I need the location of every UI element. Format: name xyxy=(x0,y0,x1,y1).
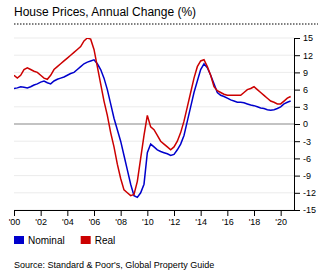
title: House Prices, Annual Change (%) xyxy=(14,5,196,19)
x-tick: '20 xyxy=(275,210,287,227)
y-tick-label: -12 xyxy=(303,188,316,198)
y-tick-mark xyxy=(294,210,300,211)
x-tick: '00 xyxy=(9,210,21,227)
y-tick-mark xyxy=(294,55,300,56)
x-tick-mark xyxy=(227,210,228,216)
y-axis: -15 -12 -9 -6 -3 0 3 6 9 12 15 xyxy=(294,33,316,215)
legend-label: Real xyxy=(95,235,116,246)
y-tick-mark xyxy=(294,107,300,108)
y-tick: -6 xyxy=(294,154,311,164)
x-tick-label: '08 xyxy=(115,217,127,227)
grid-line xyxy=(14,175,294,176)
y-tick-label: 0 xyxy=(303,119,308,129)
grid-line xyxy=(14,72,294,73)
x-axis: '00 '02 '04 '06 '08 '10 '12 '14 '16 '18 '20 xyxy=(9,210,295,227)
x-tick: '04 xyxy=(62,210,74,227)
x-tick-mark xyxy=(94,210,95,216)
x-tick: '02 xyxy=(35,210,47,227)
grid-line xyxy=(14,38,294,39)
y-tick: 15 xyxy=(294,33,313,43)
y-tick-label: 12 xyxy=(303,51,313,61)
x-tick-label: '12 xyxy=(169,217,181,227)
x-tick: '16 xyxy=(222,210,234,227)
legend-swatch xyxy=(81,236,91,244)
y-tick-mark xyxy=(294,158,300,159)
y-tick-mark xyxy=(294,72,300,73)
y-tick-label: -3 xyxy=(303,137,311,147)
grid-line xyxy=(14,141,294,142)
x-tick: '10 xyxy=(142,210,154,227)
y-tick-mark xyxy=(294,176,300,177)
legend: Nominal Real xyxy=(14,235,115,246)
grid-line xyxy=(14,158,294,159)
chart: House Prices, Annual Change (%) '00 '02 '04… xyxy=(0,0,324,274)
y-tick: 3 xyxy=(294,102,308,112)
x-tick-mark xyxy=(201,210,202,216)
y-tick: -15 xyxy=(294,205,316,215)
separator xyxy=(14,24,318,25)
y-tick: 6 xyxy=(294,85,308,95)
grid-line xyxy=(14,106,294,107)
x-tick-mark xyxy=(41,210,42,216)
legend-swatch xyxy=(14,236,24,244)
grid-line xyxy=(14,55,294,56)
y-tick: -3 xyxy=(294,137,311,147)
x-tick-mark xyxy=(14,210,15,216)
legend-item: Real xyxy=(81,235,116,246)
y-tick-label: -9 xyxy=(303,171,311,181)
legend-label: Nominal xyxy=(28,235,65,246)
x-tick-mark xyxy=(121,210,122,216)
legend-item: Nominal xyxy=(14,235,65,246)
y-tick: -12 xyxy=(294,188,316,198)
x-tick-mark xyxy=(281,210,282,216)
y-tick-mark xyxy=(294,38,300,39)
x-tick-label: '06 xyxy=(89,217,101,227)
plot: '00'02'04'06'08'10'12'14'16'18'20-15-12-… xyxy=(9,33,316,227)
y-tick-mark xyxy=(294,90,300,91)
x-tick-label: '00 xyxy=(9,217,21,227)
x-tick-mark xyxy=(174,210,175,216)
grid-line xyxy=(14,210,294,211)
x-tick-label: '04 xyxy=(62,217,74,227)
y-tick-label: 6 xyxy=(303,85,308,95)
x-tick: '08 xyxy=(115,210,127,227)
y-tick: 9 xyxy=(294,68,308,78)
x-tick-label: '14 xyxy=(195,217,207,227)
source: Source: Standard & Poor's, Global Proper… xyxy=(14,260,214,270)
x-axis-line xyxy=(15,210,295,211)
x-tick-label: '16 xyxy=(222,217,234,227)
x-tick-label: '10 xyxy=(142,217,154,227)
x-tick-mark xyxy=(254,210,255,216)
y-tick-label: 3 xyxy=(303,102,308,112)
x-tick: '06 xyxy=(89,210,101,227)
x-tick: '18 xyxy=(249,210,261,227)
x-tick-label: '20 xyxy=(275,217,287,227)
x-tick-mark xyxy=(147,210,148,216)
x-tick-label: '18 xyxy=(249,217,261,227)
y-tick-label: -15 xyxy=(303,205,316,215)
y-tick: 12 xyxy=(294,51,313,61)
x-tick: '14 xyxy=(195,210,207,227)
grid-line xyxy=(14,123,294,124)
grid xyxy=(14,38,294,210)
lines xyxy=(14,38,291,197)
y-tick-label: -6 xyxy=(303,154,311,164)
y-tick: -9 xyxy=(294,171,311,181)
y-tick-mark xyxy=(294,141,300,142)
grid-line xyxy=(14,192,294,193)
grid-line xyxy=(14,89,294,90)
y-tick: 0 xyxy=(294,119,308,129)
y-tick-mark xyxy=(294,193,300,194)
x-tick-label: '02 xyxy=(35,217,47,227)
x-tick: '12 xyxy=(169,210,181,227)
y-tick-mark xyxy=(294,124,300,125)
y-tick-label: 9 xyxy=(303,68,308,78)
y-tick-label: 15 xyxy=(303,33,313,43)
series-line xyxy=(14,38,291,196)
x-tick-mark xyxy=(67,210,68,216)
